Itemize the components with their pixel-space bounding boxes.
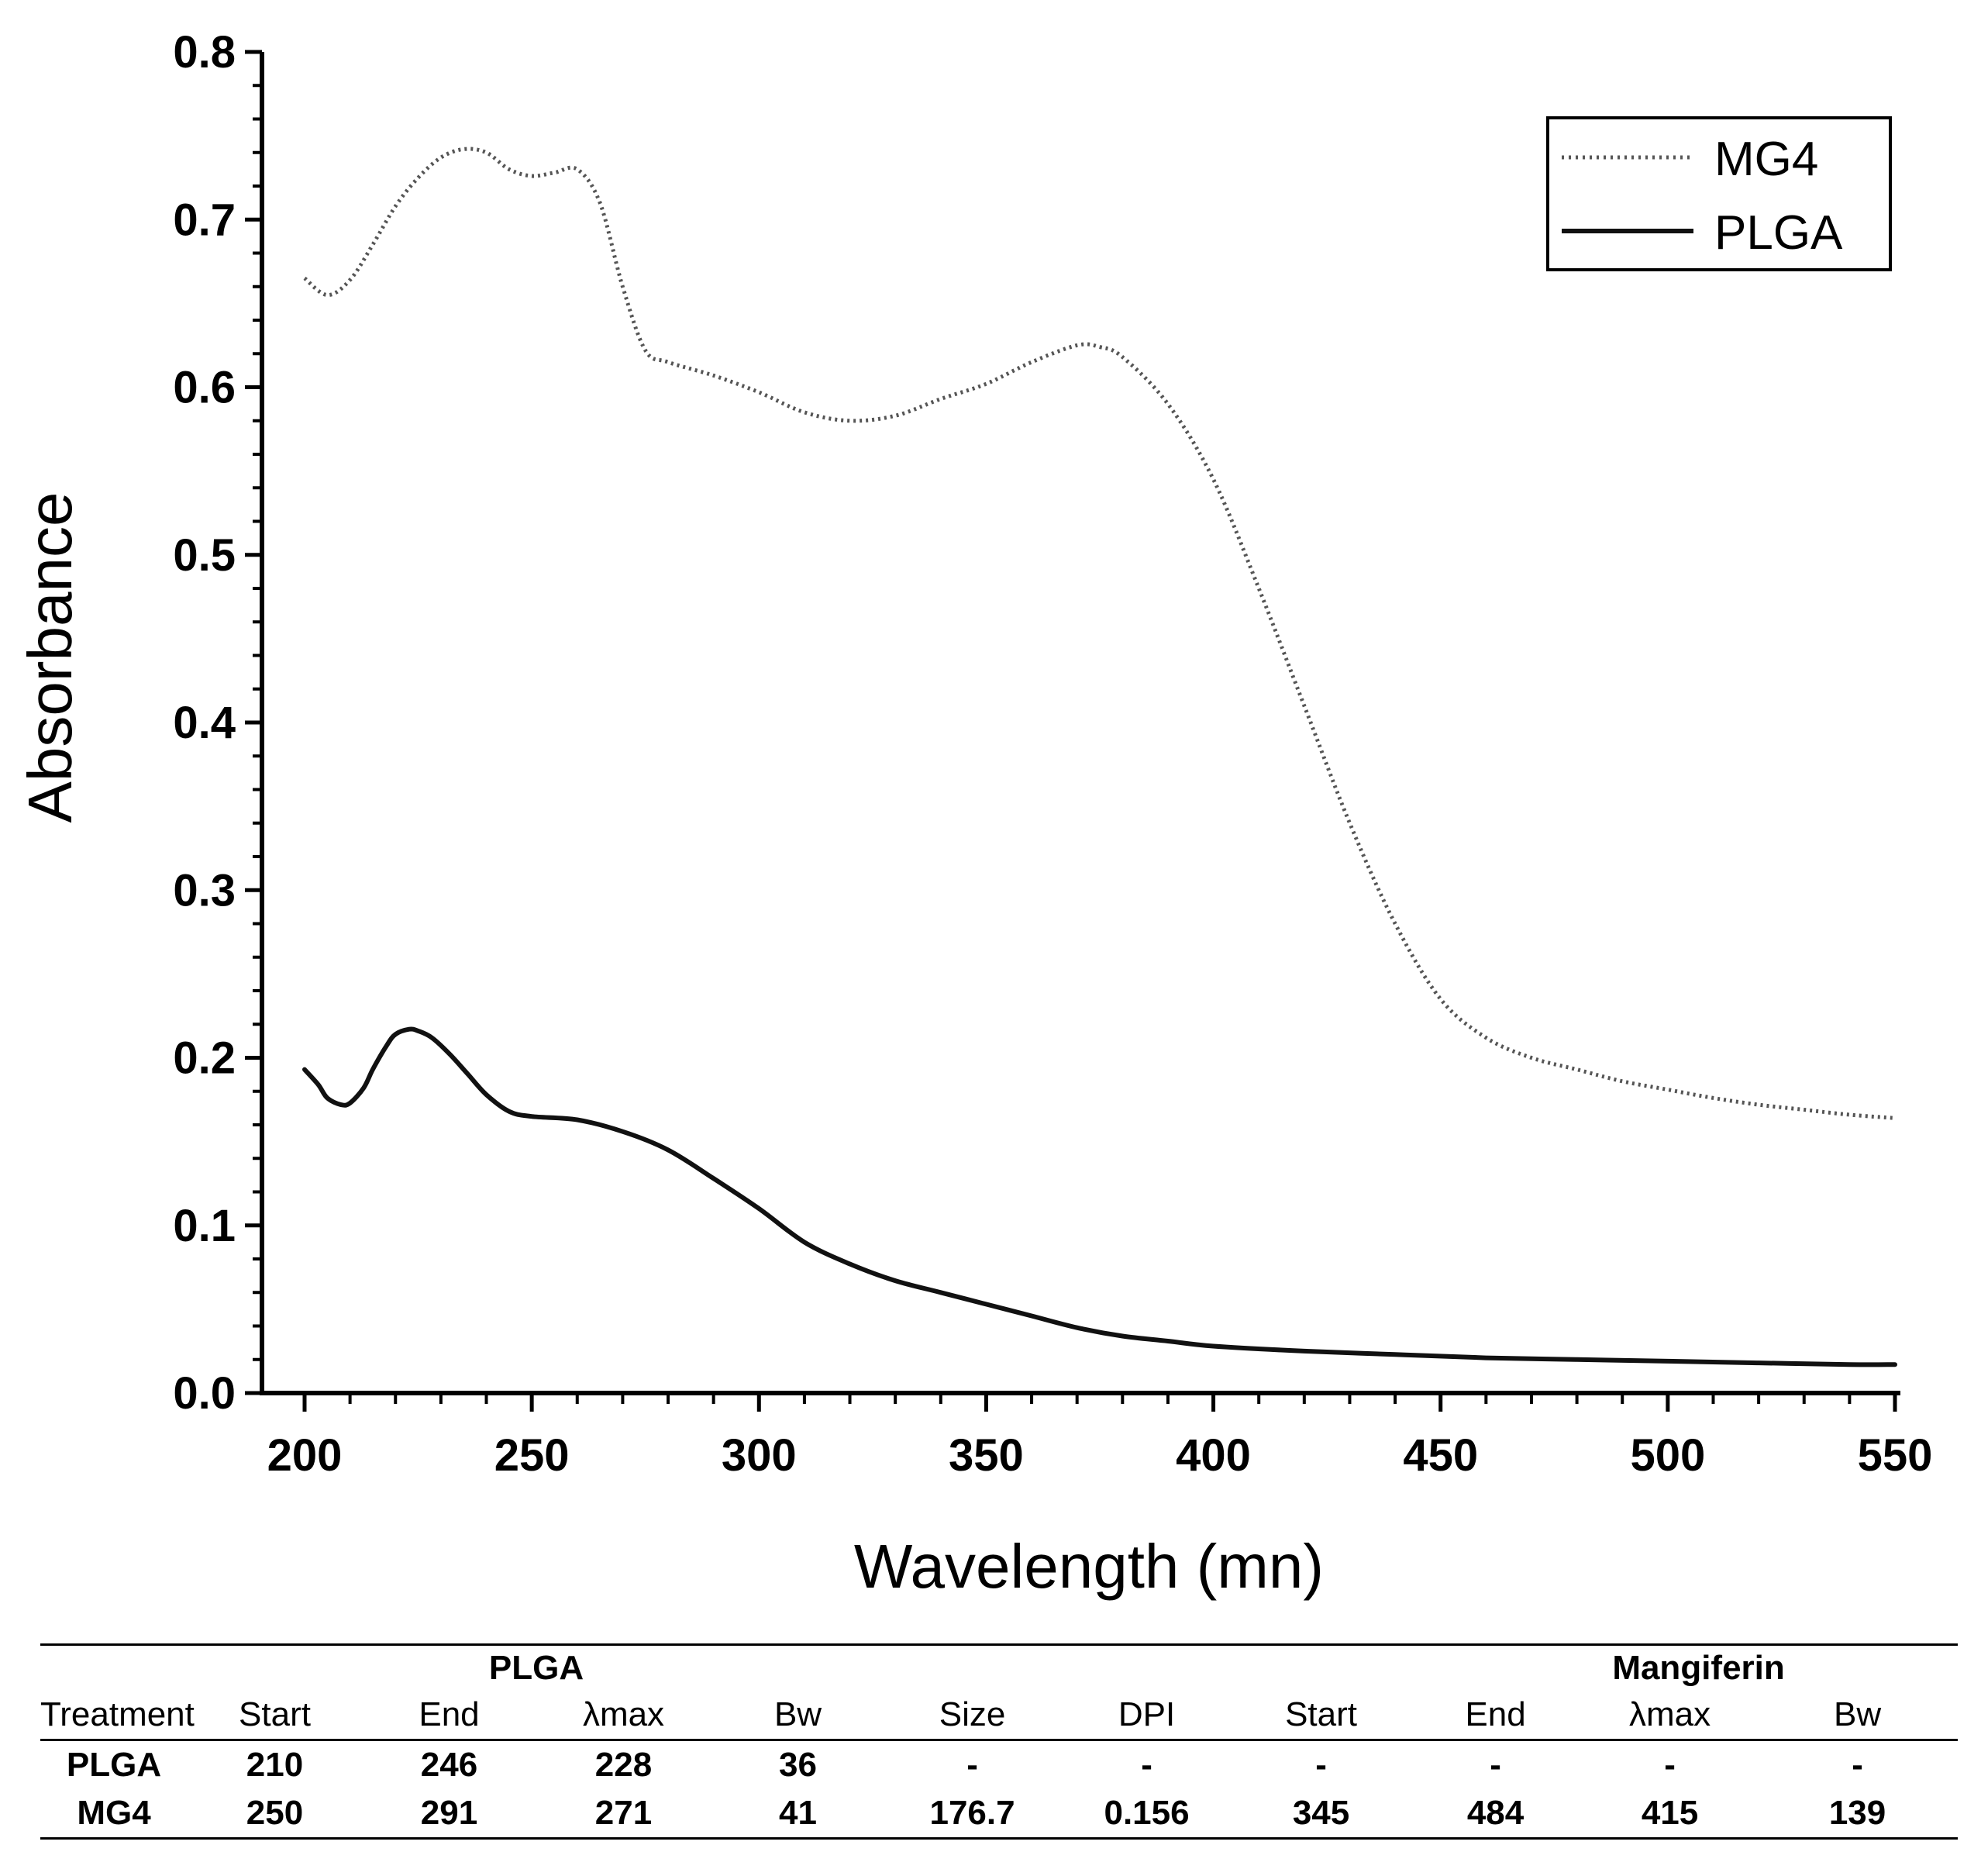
table-cell: - (1664, 1746, 1676, 1784)
legend: MG4 PLGA (1546, 116, 1892, 271)
legend-label-mg4: MG4 (1714, 133, 1818, 186)
col-header-mangiferin-bw: Bw (1757, 1691, 1959, 1741)
x-tick-label: 450 (1403, 1430, 1478, 1481)
x-axis-ticks: 200 250 300 350 400 450 500 550 (267, 1393, 1933, 1481)
series-line-mg4 (303, 147, 1896, 1120)
col-header-treatment: Treatment (40, 1691, 195, 1741)
col-header-plga-start: Start (188, 1691, 362, 1741)
y-tick-label: 0.7 (173, 195, 236, 245)
x-tick-label: 400 (1176, 1430, 1251, 1481)
table-cell: PLGA (66, 1746, 162, 1784)
table-cell: 139 (1757, 1789, 1959, 1840)
table-cell: 484 (1408, 1789, 1583, 1840)
table-cell: 228 (594, 1746, 653, 1784)
group-header-plga: PLGA (188, 1643, 886, 1691)
table-cell: 210 (246, 1746, 304, 1784)
col-header-size: Size (885, 1691, 1060, 1741)
table-cell: 415 (1583, 1789, 1758, 1840)
table-row: MG4 250 291 271 41 176.7 0.156 345 484 4… (40, 1789, 1959, 1840)
table-cell: 0.156 (1059, 1789, 1235, 1840)
legend-box (1546, 116, 1892, 271)
table-cell: 345 (1234, 1789, 1409, 1840)
table-cell: 291 (362, 1789, 536, 1840)
col-header-plga-lambda-max: λmax (536, 1691, 711, 1741)
table-cell: 36 (779, 1746, 817, 1784)
y-axis-ticks: 0.0 0.1 0.2 0.3 0.4 0.5 0.6 0.7 0.8 (173, 27, 262, 1419)
table-cell: 246 (420, 1746, 478, 1784)
y-tick-label: 0.3 (173, 865, 236, 916)
y-tick-label: 0.1 (173, 1201, 236, 1251)
col-header-dpi: DPI (1059, 1691, 1235, 1741)
x-tick-label: 250 (494, 1430, 570, 1481)
table-cell: 176.7 (885, 1789, 1060, 1840)
series-line-plga (302, 1026, 1897, 1367)
x-tick-label: 300 (722, 1430, 797, 1481)
y-tick-label: 0.0 (173, 1368, 236, 1419)
x-tick-label: 350 (949, 1430, 1024, 1481)
table-cell: - (1852, 1746, 1863, 1784)
table-cell: 41 (711, 1789, 886, 1840)
x-tick-label: 500 (1630, 1430, 1705, 1481)
table-cell: 271 (536, 1789, 711, 1840)
group-header-mangiferin: Mangiferin (1408, 1643, 1959, 1691)
x-axis-title: Wavelength (mn) (854, 1532, 1324, 1601)
col-header-mangiferin-lambda-max: λmax (1583, 1691, 1758, 1741)
table-cell: - (1490, 1746, 1501, 1784)
absorbance-chart: 0.0 0.1 0.2 0.3 0.4 0.5 0.6 0.7 0.8 200 250 300 350… (16, 27, 1933, 1601)
legend-label-plga: PLGA (1714, 206, 1843, 260)
y-axis-title: Absorbance (16, 492, 84, 823)
series-layer (302, 147, 1897, 1367)
y-tick-label: 0.5 (173, 530, 236, 581)
y-tick-label: 0.8 (173, 27, 236, 78)
x-tick-label: 200 (267, 1430, 343, 1481)
table-header-row: Treatment Start End λmax Bw Size DPI Sta… (40, 1691, 1959, 1741)
y-tick-label: 0.6 (173, 363, 236, 413)
y-tick-label: 0.4 (173, 698, 236, 748)
x-tick-label: 550 (1858, 1430, 1933, 1481)
col-header-mangiferin-end: End (1408, 1691, 1583, 1741)
col-header-plga-bw: Bw (711, 1691, 886, 1741)
table-group-header-row: PLGA Mangiferin (40, 1643, 1959, 1691)
col-header-plga-end: End (362, 1691, 536, 1741)
table-cell: - (1315, 1746, 1327, 1784)
table-cell: MG4 (40, 1789, 188, 1840)
table-cell: - (1141, 1746, 1152, 1784)
table-cell: 250 (188, 1789, 362, 1840)
col-header-mangiferin-start: Start (1234, 1691, 1409, 1741)
results-table: PLGA Mangiferin Treatment Start End λmax… (40, 1643, 1959, 1840)
table-row: PLGA 210 246 228 36 - - - - - - (40, 1740, 1958, 1790)
y-tick-label: 0.2 (173, 1033, 236, 1084)
table-cell: - (966, 1746, 978, 1784)
